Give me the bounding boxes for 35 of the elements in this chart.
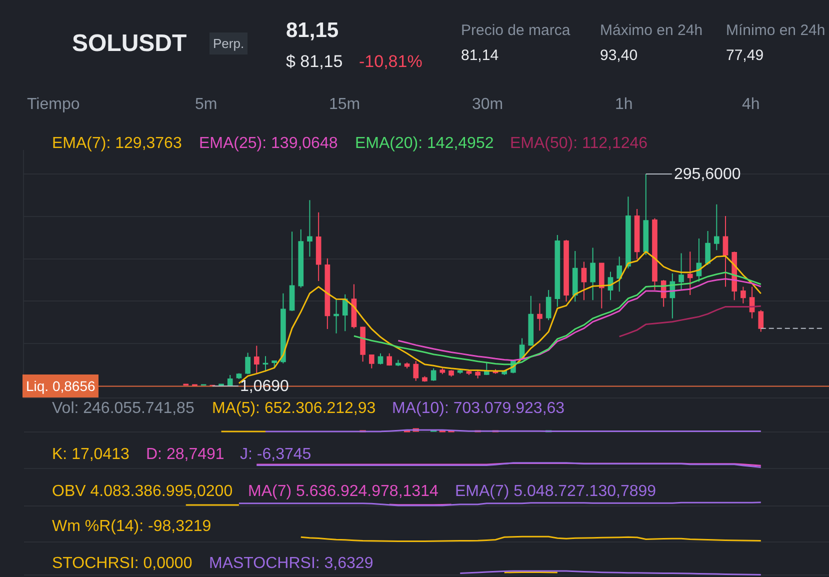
text: 1h — [615, 96, 633, 113]
text: 81,14 — [461, 47, 499, 64]
ref-line-label: Liq. 0,8656 — [26, 378, 96, 394]
text: Mínimo en 24h — [726, 22, 826, 39]
text: $ 81,15 — [286, 52, 343, 71]
series-label: OBV 4.083.386.995,0200 — [52, 483, 233, 500]
text: EMA(7): 129,3763 — [52, 135, 182, 152]
text: D: 28,7491 — [146, 446, 224, 463]
text: Perp. — [213, 36, 244, 51]
annotation: 295,6000 — [674, 166, 741, 183]
legend-label: K: 17,0413 — [52, 446, 130, 463]
text: STOCHRSI: 0,0000 — [52, 555, 192, 572]
text: Tiempo — [27, 96, 80, 113]
text: 5m — [195, 96, 218, 113]
series-label: EMA(7) 5.048.727.130,7899 — [455, 483, 656, 500]
text: MASTOCHRSI: 3,6329 — [209, 555, 374, 572]
text: 81,15 — [286, 19, 339, 42]
text: EMA(25): 139,0648 — [199, 135, 338, 152]
text: 4h — [742, 96, 760, 113]
chart-title: SOLUSDT — [72, 30, 188, 57]
text: -10,81% — [359, 52, 422, 71]
series-label: J: -6,3745 — [240, 446, 312, 463]
text: EMA(20): 142,4952 — [355, 135, 494, 152]
text: 15m — [329, 96, 360, 113]
series-label: MA(7) 5.636.924.978,1314 — [248, 483, 438, 500]
text: Wm %R(14): -98,3219 — [52, 518, 212, 535]
text: 30m — [472, 96, 504, 113]
text: EMA(50): 112,1246 — [510, 135, 648, 152]
series-label: MA(5): 652.306.212,93 — [212, 400, 376, 417]
text: 77,49 — [726, 47, 764, 64]
text: Vol: 246.055.741,85 — [52, 400, 194, 417]
text: Precio de marca — [461, 22, 571, 39]
text: Máximo en 24h — [600, 22, 703, 39]
text: 93,40 — [600, 47, 638, 64]
series-label: MA(10): 703.079.923,63 — [392, 400, 565, 417]
